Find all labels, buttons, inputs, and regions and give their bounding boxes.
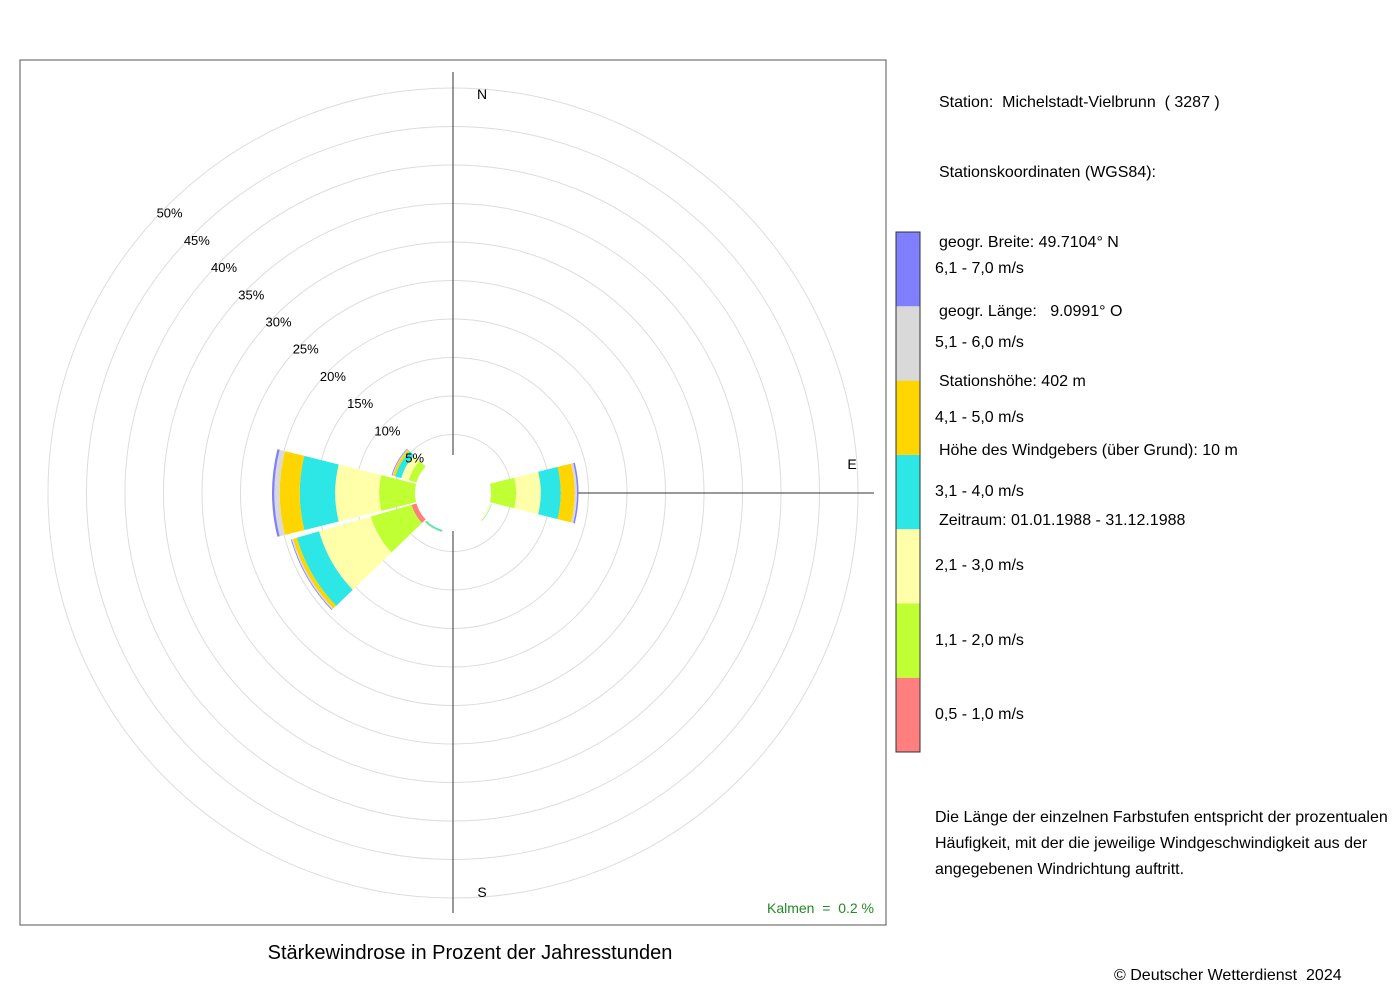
copyright: © Deutscher Wetterdienst 2024 (1114, 967, 1342, 984)
anemometer-height: Höhe des Windgebers (über Grund): 10 m (939, 442, 1238, 460)
sector-240-class-4 (293, 537, 337, 609)
legend-swatch-2 (896, 529, 920, 604)
radial-tick-labels: 5% 10%15%20%25%30%35%40%45%50% (157, 206, 425, 466)
legend-swatch-6 (896, 232, 920, 307)
sector-300-class-2 (401, 455, 420, 481)
sector-270-class-6 (272, 449, 280, 537)
direction-label-south: S (477, 884, 486, 900)
radial-tick-label-10: 10% (374, 423, 400, 438)
station-name: Station: Michelstadt-Vielbrunn ( 3287 ) (939, 94, 1220, 112)
legend-label-2: 2,1 - 3,0 m/s (935, 557, 1024, 575)
calm-center-circle (415, 455, 491, 531)
sector-300-class-3 (395, 451, 415, 479)
sector-90-class-3 (538, 466, 561, 520)
station-longitude: geogr. Länge: 9.0991° O (939, 303, 1123, 321)
legend-label-3: 3,1 - 4,0 m/s (935, 483, 1024, 500)
radial-tick-label-35: 35% (238, 287, 264, 302)
time-period: Zeitraum: 01.01.1988 - 31.12.1988 (939, 511, 1186, 529)
radial-tick-label-15: 15% (347, 396, 373, 411)
direction-label-north: N (477, 86, 487, 102)
direction-labels: N E S (477, 86, 857, 900)
legend-label-4: 4,1 - 5,0 m/s (935, 408, 1024, 426)
legend-swatch-0 (896, 677, 920, 752)
sector-210-class-3 (425, 520, 443, 532)
radial-tick-label-20: 20% (320, 369, 346, 384)
legend-label-6: 6,1 - 7,0 m/s (935, 260, 1024, 278)
station-elevation: Stationshöhe: 402 m (939, 372, 1086, 390)
sector-270-class-5 (274, 449, 285, 537)
sector-240-class-1 (370, 504, 422, 553)
radial-tick-label-50: 50% (157, 206, 183, 221)
sector-90-class-4 (557, 463, 575, 523)
sector-240-class-2 (319, 516, 392, 590)
station-info: Station: Michelstadt-Vielbrunn ( 3287 ) … (939, 45, 1238, 555)
radial-tick-label-5: 5% (405, 451, 424, 466)
direction-label-east: E (847, 456, 856, 472)
chart-title: Stärkewindrose in Prozent der Jahresstun… (267, 942, 673, 964)
sector-90-class-1 (488, 477, 517, 509)
sector-270 (272, 449, 434, 537)
calm-label: Kalmen = 0.2 % (767, 900, 874, 916)
radial-tick-label-25: 25% (293, 342, 319, 357)
sector-90-class-2 (514, 471, 541, 515)
explanation-note: Die Länge der einzelnen Farbstufen entsp… (935, 809, 1388, 878)
legend-color-bar (895, 231, 921, 753)
legend-swatch-3 (896, 454, 920, 530)
radial-tick-label-30: 30% (265, 315, 291, 330)
plot-frame (19, 59, 887, 926)
station-coordinates-heading: Stationskoordinaten (WGS84): (939, 164, 1156, 181)
sector-90-class-6 (573, 462, 579, 524)
radial-tick-label-40: 40% (211, 260, 237, 275)
sector-300-class-1 (408, 460, 430, 484)
radial-tick-label-45: 45% (184, 233, 210, 248)
sector-240-class-3 (296, 531, 353, 606)
sector-300-class-4 (393, 449, 410, 477)
legend-label-0: 0,5 - 1,0 m/s (935, 705, 1024, 723)
legend-label-5: 5,1 - 6,0 m/s (935, 334, 1024, 352)
sector-270-class-1 (379, 475, 421, 511)
sector-270-class-4 (279, 451, 305, 535)
legend-label-1: 1,1 - 2,0 m/s (935, 631, 1024, 649)
legend-bar-frame (895, 231, 921, 753)
legend-swatch-1 (896, 603, 920, 678)
legend-swatch-4 (896, 380, 920, 455)
legend-swatch-5 (896, 306, 920, 381)
sector-270-class-2 (335, 464, 382, 522)
station-latitude: geogr. Breite: 49.7104° N (939, 233, 1119, 251)
sector-270-class-3 (299, 455, 339, 531)
sector-90-class-5 (571, 463, 577, 523)
